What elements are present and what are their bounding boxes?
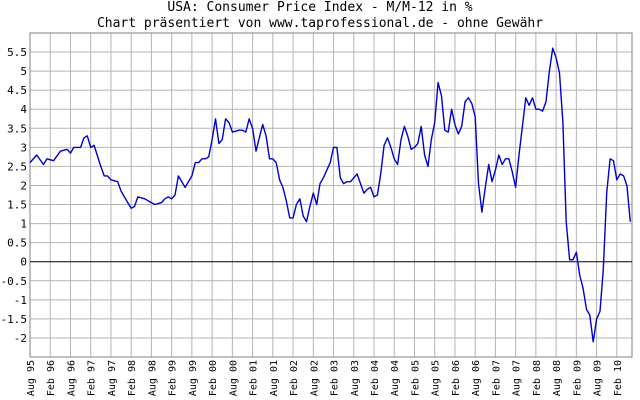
y-tick-label: -2 xyxy=(14,332,27,345)
plot-frame xyxy=(29,32,633,358)
x-tick-label: Feb 06 xyxy=(451,360,462,396)
x-tick-label: Aug 01 xyxy=(269,360,280,396)
x-tick-label: Aug 08 xyxy=(552,360,563,396)
x-tick-label: Feb 03 xyxy=(330,360,341,396)
x-tick-label: Aug 09 xyxy=(593,360,604,396)
x-tick-label: Feb 96 xyxy=(46,360,57,396)
y-tick-label: 5 xyxy=(20,65,27,78)
x-tick-label: Aug 02 xyxy=(309,360,320,396)
chart-subtitle: Chart präsentiert von www.taprofessional… xyxy=(96,16,544,31)
y-tick-label: 3.5 xyxy=(7,122,27,135)
x-tick-label: Aug 98 xyxy=(147,360,158,396)
x-tick-label: Aug 05 xyxy=(431,360,442,396)
x-tick-label: Feb 04 xyxy=(370,360,381,396)
y-tick-label: 1.5 xyxy=(7,199,27,212)
y-tick-labels: 5.5 5 4.5 4 3.5 3 2.5 2 1.5 1 0.5 0 -0.5 -1 -1.5 -2 xyxy=(1,46,28,345)
y-tick-label: 0.5 xyxy=(7,237,27,250)
y-tick-label: 2 xyxy=(20,179,27,192)
x-tick-label: Feb 98 xyxy=(127,360,138,396)
y-tick-label: -1 xyxy=(14,294,27,307)
y-tick-label: -1.5 xyxy=(1,313,28,326)
axis-layer xyxy=(29,32,633,358)
x-tick-label: Aug 00 xyxy=(228,360,239,396)
y-tick-label: -0.5 xyxy=(1,275,28,288)
y-tick-label: 5.5 xyxy=(7,46,27,59)
x-tick-label: Feb 09 xyxy=(572,360,583,396)
x-tick-label: Aug 96 xyxy=(66,360,77,396)
y-tick-label: 1 xyxy=(20,218,27,231)
x-tick-label: Aug 95 xyxy=(26,360,37,396)
x-tick-label: Feb 97 xyxy=(87,360,98,396)
y-tick-label: 4 xyxy=(20,103,27,116)
x-tick-label: Feb 01 xyxy=(249,360,260,396)
line-layer xyxy=(29,47,631,343)
cpi-series-line xyxy=(29,47,631,343)
x-tick-label: Aug 97 xyxy=(107,360,118,396)
x-tick-label: Aug 06 xyxy=(471,360,482,396)
x-tick-label: Aug 99 xyxy=(188,360,199,396)
x-tick-label: Feb 02 xyxy=(289,360,300,396)
x-tick-label: Feb 05 xyxy=(410,360,421,396)
grid-layer xyxy=(29,33,632,357)
y-tick-label: 0 xyxy=(20,256,27,269)
x-tick-label: Feb 07 xyxy=(491,360,502,396)
chart-title-block: USA: Consumer Price Index - M/M-12 in % … xyxy=(0,0,640,32)
x-tick-labels: Aug 95 Feb 96 Aug 96 Feb 97 Aug 97 Feb 98 Aug … xyxy=(26,360,624,396)
x-tick-label: Feb 99 xyxy=(168,360,179,396)
x-tick-label: Aug 04 xyxy=(390,360,401,396)
y-tick-label: 3 xyxy=(20,141,27,154)
x-tick-label: Feb 10 xyxy=(613,360,624,396)
x-tick-label: Feb 08 xyxy=(532,360,543,396)
chart-title: USA: Consumer Price Index - M/M-12 in % xyxy=(167,0,473,15)
x-tick-label: Feb 00 xyxy=(208,360,219,396)
plot-area xyxy=(30,33,632,357)
x-tick-label: Aug 03 xyxy=(350,360,361,396)
y-tick-label: 4.5 xyxy=(7,84,27,97)
y-tick-label: 2.5 xyxy=(7,160,27,173)
x-tick-label: Aug 07 xyxy=(512,360,523,396)
